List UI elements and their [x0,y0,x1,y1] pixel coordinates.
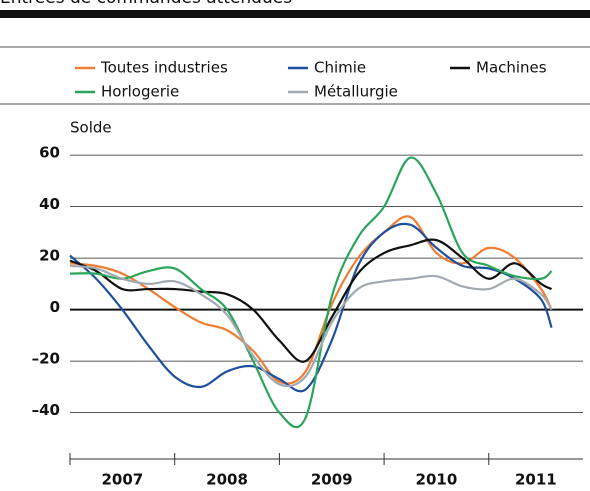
legend-label: Toutes industries [100,59,228,77]
y-tick-label: 40 [39,195,60,213]
chart-title: Entrées de commandes attendues [0,0,292,8]
y-tick-label: 0 [50,298,60,316]
y-tick-label: 60 [39,144,60,162]
y-tick-label: –40 [32,401,60,419]
x-tick-label: 2008 [206,471,248,489]
series-line [69,264,553,388]
y-tick-label: 20 [39,247,60,265]
x-tick-label: 2010 [416,471,458,489]
x-tick-label: 2007 [101,471,143,489]
series-line [69,238,553,363]
legend-label: Machines [476,59,547,77]
series-line [69,215,553,385]
legend-label: Métallurgie [314,83,398,101]
x-tick-label: 2009 [311,471,353,489]
series-line [69,156,553,429]
title-bar [0,10,590,18]
legend-label: Chimie [314,59,366,77]
legend-label: Horlogerie [101,83,179,101]
y-axis-label: Solde [70,119,112,137]
x-tick-label: 2011 [515,471,557,489]
y-tick-label: –20 [32,350,60,368]
series-line [69,222,553,393]
